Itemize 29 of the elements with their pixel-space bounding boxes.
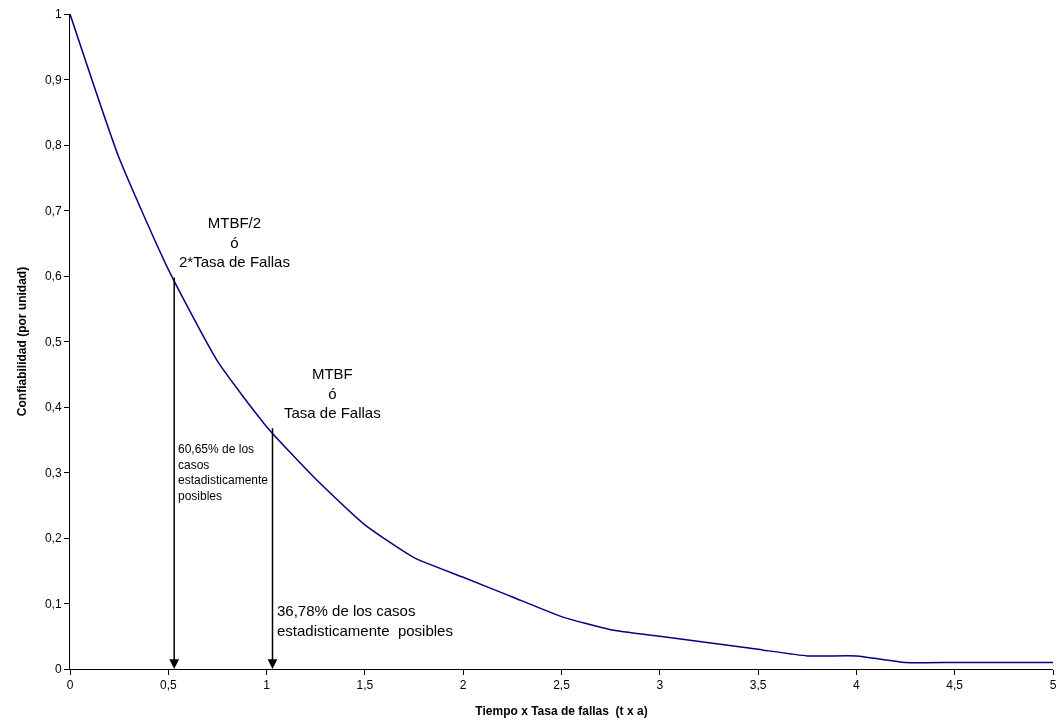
x-tick-label: 2,5 bbox=[553, 678, 571, 693]
y-axis-title: Confiabilidad (por unidad) bbox=[15, 266, 30, 417]
x-tick-label: 3,5 bbox=[749, 678, 767, 693]
y-tick-label: 0,3 bbox=[44, 465, 62, 480]
annotation: 36,78% de los casos estadisticamente posibles bbox=[277, 602, 453, 639]
x-tick-label: 1,5 bbox=[356, 678, 374, 693]
y-tick-label: 0,8 bbox=[44, 138, 62, 153]
x-axis-title: Tiempo x Tasa de fallas (t x a) bbox=[475, 704, 648, 719]
y-tick-label: 0,2 bbox=[44, 531, 62, 546]
y-tick-label: 1 bbox=[54, 7, 62, 22]
x-tick-label: 2 bbox=[459, 678, 467, 693]
y-tick-label: 0,5 bbox=[44, 334, 62, 349]
x-tick-label: 5 bbox=[1049, 678, 1057, 693]
annotation: 60,65% de los casos estadisticamente posibles bbox=[178, 442, 269, 503]
annotation: MTBF ó Tasa de Fallas bbox=[284, 365, 381, 421]
x-tick-label: 0,5 bbox=[159, 678, 177, 693]
y-tick-label: 0,7 bbox=[44, 203, 62, 218]
y-tick-label: 0 bbox=[54, 662, 62, 677]
y-tick-label: 0,6 bbox=[44, 269, 62, 284]
x-tick-label: 0 bbox=[66, 678, 74, 693]
y-tick-label: 0,4 bbox=[44, 400, 62, 415]
y-tick-label: 0,9 bbox=[44, 72, 62, 87]
x-tick-label: 3 bbox=[656, 678, 664, 693]
y-tick-label: 0,1 bbox=[44, 596, 62, 611]
x-tick-label: 1 bbox=[263, 678, 271, 693]
annotation: MTBF/2 ó 2*Tasa de Fallas bbox=[179, 214, 290, 270]
x-tick-label: 4 bbox=[853, 678, 861, 693]
line-series bbox=[70, 14, 1053, 664]
x-tick-label: 4,5 bbox=[946, 678, 964, 693]
